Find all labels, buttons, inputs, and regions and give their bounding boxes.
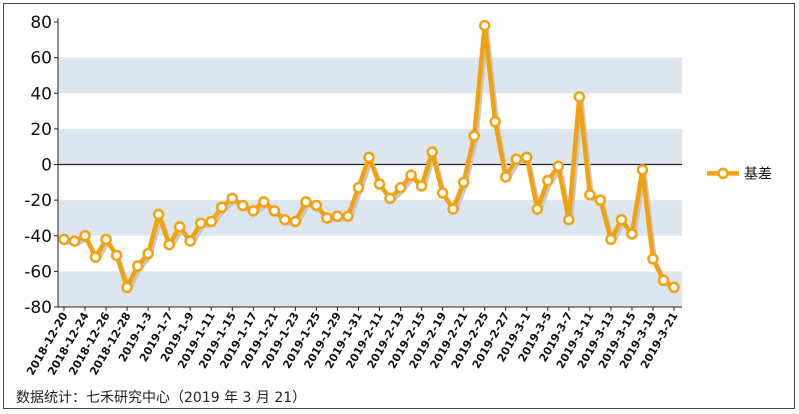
data-point xyxy=(173,221,186,233)
data-point xyxy=(79,230,91,242)
y-tick-label: 40 xyxy=(30,84,52,104)
data-point xyxy=(352,181,365,194)
y-tick-label: -60 xyxy=(24,262,52,282)
y-tick-label: 80 xyxy=(30,13,52,33)
data-point xyxy=(584,189,596,201)
legend-label: 基差 xyxy=(744,165,772,182)
data-point xyxy=(668,281,680,294)
data-point xyxy=(542,174,554,187)
grid-band xyxy=(58,57,682,94)
data-point xyxy=(163,238,175,251)
data-point xyxy=(184,235,196,247)
data-point xyxy=(563,213,575,226)
data-point xyxy=(436,187,449,199)
data-point xyxy=(321,212,333,224)
data-point xyxy=(457,176,470,189)
data-point xyxy=(310,199,323,212)
data-point xyxy=(521,151,533,164)
y-tick-label: -40 xyxy=(24,227,52,247)
data-point xyxy=(552,160,565,173)
data-point xyxy=(131,260,144,272)
data-point xyxy=(300,196,312,208)
data-point xyxy=(415,180,428,192)
data-point xyxy=(342,210,354,222)
data-point xyxy=(657,274,670,287)
data-point xyxy=(205,215,217,228)
data-point xyxy=(237,199,249,212)
source-note: 数据统计：七禾研究中心（2019 年 3 月 21） xyxy=(16,390,307,406)
data-point xyxy=(531,203,544,215)
data-point xyxy=(68,235,81,247)
data-point xyxy=(594,194,607,206)
data-point xyxy=(468,130,480,142)
data-point xyxy=(226,192,239,205)
series-basis xyxy=(58,19,680,294)
grid-band xyxy=(58,271,682,307)
data-point xyxy=(499,171,512,183)
data-point xyxy=(363,151,375,164)
data-point xyxy=(478,19,491,32)
data-point xyxy=(289,215,302,228)
data-point xyxy=(573,91,586,103)
data-point xyxy=(405,169,417,181)
data-point xyxy=(626,228,638,240)
data-point xyxy=(142,247,154,260)
data-point xyxy=(152,208,165,221)
y-tick-label: -80 xyxy=(24,298,52,318)
data-point xyxy=(247,205,260,217)
legend: 基差 xyxy=(707,165,772,182)
y-axis-ticks: 80 60 40 20 0 -20 -40 -60 -80 xyxy=(24,13,58,318)
data-point xyxy=(331,210,344,222)
x-axis-ticks: 2018-12-202018-12-242018-12-262018-12-28… xyxy=(24,307,681,377)
data-point xyxy=(636,164,649,176)
data-point xyxy=(605,233,617,246)
data-point xyxy=(58,233,70,246)
data-point xyxy=(384,192,396,205)
data-point xyxy=(89,251,102,263)
data-point xyxy=(100,233,112,246)
data-point xyxy=(194,217,207,230)
data-point xyxy=(279,213,291,226)
data-point xyxy=(121,281,133,294)
data-point xyxy=(510,153,522,165)
data-point xyxy=(216,201,228,213)
data-point xyxy=(394,181,407,194)
y-tick-label: 20 xyxy=(30,120,52,140)
data-point xyxy=(258,196,270,208)
data-point xyxy=(426,146,438,158)
y-tick-label: 0 xyxy=(41,156,52,176)
data-point xyxy=(489,116,501,128)
data-point xyxy=(268,205,281,217)
data-point xyxy=(373,178,386,190)
data-point xyxy=(615,213,628,226)
axes xyxy=(57,18,682,308)
data-point xyxy=(647,253,659,265)
y-tick-label: 60 xyxy=(30,49,52,69)
grid-band xyxy=(58,200,682,236)
data-point xyxy=(447,203,459,215)
data-point xyxy=(110,249,123,262)
legend-marker xyxy=(717,167,729,180)
basis-line-chart: 80 60 40 20 0 -20 -40 -60 -80 2018-12-202018-12-… xyxy=(24,13,772,377)
y-tick-label: -20 xyxy=(24,191,52,211)
chart-frame: 80 60 40 20 0 -20 -40 -60 -80 2018-12-20 2018-12-… xyxy=(3,3,795,409)
